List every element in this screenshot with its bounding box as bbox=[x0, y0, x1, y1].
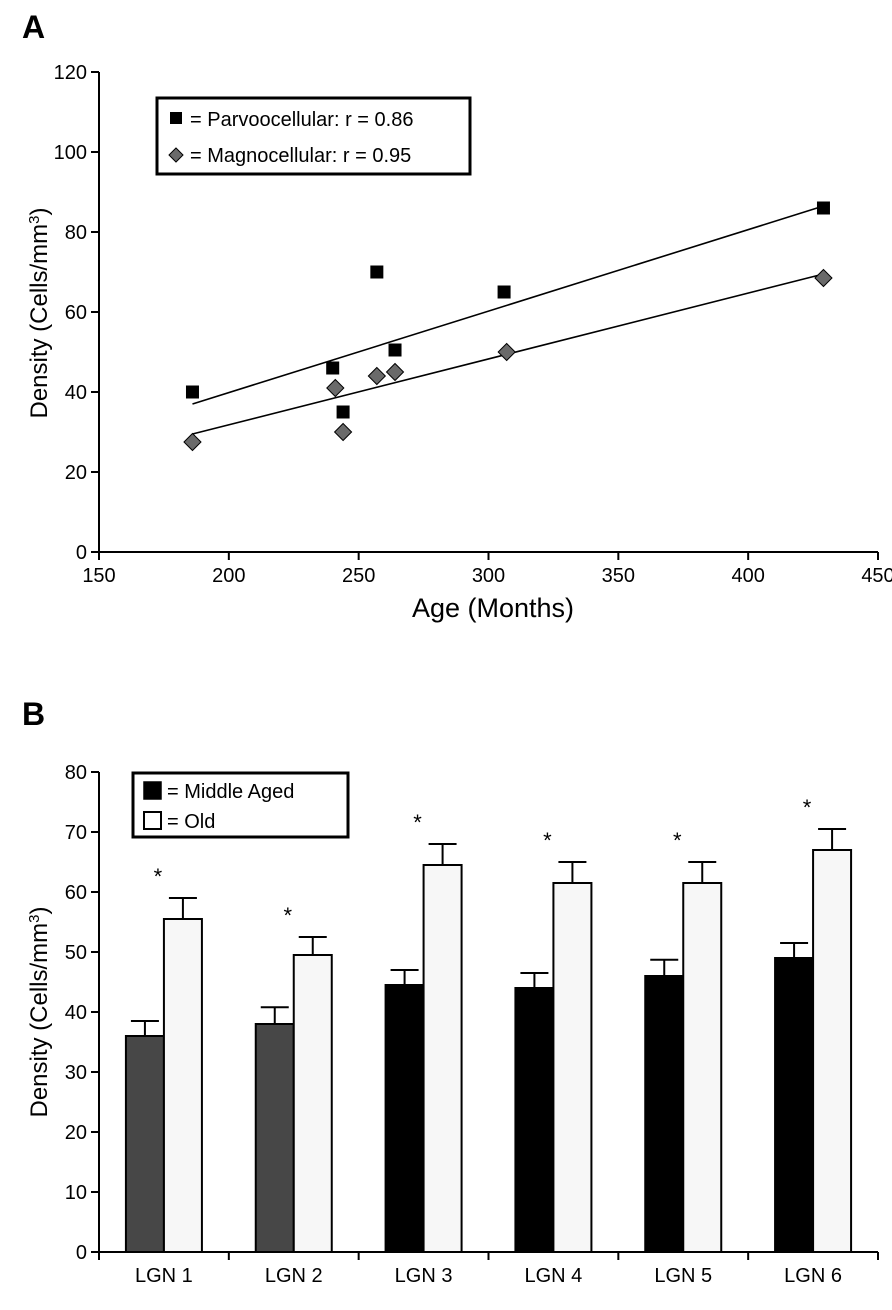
panel-b-category-label: LGN 6 bbox=[784, 1265, 842, 1287]
panel-a-y-axis-label-main: Density (Cells/mm bbox=[26, 224, 53, 419]
panel-b-y-axis-label-main: Density (Cells/mm bbox=[26, 923, 53, 1118]
magnocellular-point bbox=[385, 362, 405, 382]
panel-b-y-tick-label: 50 bbox=[65, 942, 87, 964]
panel-a-y-tick-label: 40 bbox=[65, 382, 87, 404]
panel-b-category-label: LGN 4 bbox=[525, 1265, 583, 1287]
panel-b-axes bbox=[98, 772, 878, 1253]
middle-aged-bar bbox=[774, 957, 815, 1253]
panel-a-x-tick-label: 300 bbox=[472, 565, 505, 587]
panel-b-legend: = Middle Aged = Old bbox=[131, 771, 350, 839]
panel-a-legend-box bbox=[155, 96, 472, 176]
panel-a-label: A bbox=[22, 9, 45, 45]
magnocellular-legend-label: = Magnocellular: r = 0.95 bbox=[190, 145, 411, 167]
magnocellular-point bbox=[183, 432, 202, 452]
significance-asterisk: * bbox=[154, 864, 163, 889]
magnocellular-point bbox=[367, 366, 387, 386]
panel-a-x-axis-label: Age (Months) bbox=[412, 593, 574, 623]
panel-a-x-tick-label: 200 bbox=[212, 565, 245, 587]
magnocellular-point bbox=[326, 378, 345, 398]
panel-a-x-tick-label: 150 bbox=[82, 565, 115, 587]
middle-aged-bar bbox=[644, 975, 685, 1253]
panel-b-category-label: LGN 3 bbox=[395, 1265, 453, 1287]
panel-a-points bbox=[183, 201, 833, 452]
panel-a-y-tick-label: 100 bbox=[54, 142, 87, 164]
panel-a-scatter-chart: A 0 20 40 60 80 100 120 150 200 250 300 350 400 450 A… bbox=[22, 9, 892, 623]
panel-b-category-label: LGN 1 bbox=[135, 1265, 193, 1287]
old-legend-swatch bbox=[143, 811, 162, 830]
panel-b-y-axis-label-sup: 3 bbox=[26, 914, 43, 922]
parvocellular-point bbox=[336, 405, 350, 419]
panel-b-y-tick-label: 80 bbox=[65, 762, 87, 784]
magnocellular-point bbox=[333, 422, 353, 442]
significance-asterisk: * bbox=[283, 903, 292, 928]
panel-b-y-tick-label: 10 bbox=[65, 1182, 87, 1204]
panel-b-y-tick-label: 40 bbox=[65, 1002, 87, 1024]
old-bar bbox=[812, 849, 853, 1253]
magnocellular-legend-marker bbox=[168, 147, 184, 163]
old-bar bbox=[422, 864, 463, 1253]
panel-b-y-tick-label: 0 bbox=[76, 1242, 87, 1264]
panel-a-y-axis-label-sup: 3 bbox=[26, 215, 43, 223]
old-bar bbox=[682, 882, 723, 1253]
panel-b-y-axis-label-close: ) bbox=[26, 906, 53, 914]
panel-a-trendlines bbox=[192, 205, 824, 435]
parvocellular-point bbox=[816, 201, 830, 215]
parvocellular-point bbox=[185, 385, 199, 399]
old-bar bbox=[162, 918, 203, 1253]
old-bar bbox=[292, 954, 333, 1253]
panel-a-y-axis-label: Density (Cells/mm3) bbox=[26, 207, 54, 418]
panel-a-y-tick-label: 80 bbox=[65, 222, 87, 244]
middle-aged-legend-swatch bbox=[143, 781, 162, 800]
middle-aged-bar bbox=[514, 987, 555, 1253]
parvocellular-legend-marker bbox=[170, 112, 182, 124]
panel-a-y-tick-label: 20 bbox=[65, 462, 87, 484]
old-bar bbox=[552, 882, 593, 1253]
panel-a-x-tick-label: 400 bbox=[731, 565, 764, 587]
middle-aged-bar bbox=[124, 1035, 165, 1253]
panel-a-legend: = Parvoocellular: r = 0.86 = Magnocellul… bbox=[155, 96, 472, 176]
parvocellular-point bbox=[388, 343, 402, 357]
panel-a-x-tick-label: 250 bbox=[342, 565, 375, 587]
panel-b-category-label: LGN 2 bbox=[265, 1265, 323, 1287]
middle-aged-legend-label: = Middle Aged bbox=[167, 781, 294, 803]
panel-b-bar-chart: B 0 10 20 30 40 50 60 70 80 LGN 1 LGN 2 LGN 3 LGN 4 L… bbox=[22, 696, 879, 1287]
significance-asterisk: * bbox=[413, 810, 422, 835]
panel-a-y-axis-label-close: ) bbox=[26, 207, 53, 215]
panel-a-y-tick-label: 60 bbox=[65, 302, 87, 324]
magnocellular-point bbox=[814, 268, 833, 288]
panel-b-y-tick-label: 60 bbox=[65, 882, 87, 904]
middle-aged-bar bbox=[254, 1023, 295, 1253]
panel-a-y-tick-label: 0 bbox=[76, 542, 87, 564]
significance-asterisk: * bbox=[673, 828, 682, 853]
panel-b-bars: * * * * * * bbox=[124, 795, 853, 1253]
panel-b-category-label: LGN 5 bbox=[654, 1265, 712, 1287]
panel-b-y-tick-label: 70 bbox=[65, 822, 87, 844]
panel-b-y-axis-label: Density (Cells/mm3) bbox=[26, 906, 54, 1117]
middle-aged-bar bbox=[384, 984, 425, 1253]
panel-a-x-tick-label: 350 bbox=[602, 565, 635, 587]
panel-b-label: B bbox=[22, 696, 45, 732]
significance-asterisk: * bbox=[543, 828, 552, 853]
parvocellular-legend-label: = Parvoocellular: r = 0.86 bbox=[190, 109, 413, 131]
panel-b-legend-box bbox=[131, 771, 350, 839]
panel-a-ticks: 0 20 40 60 80 100 120 150 200 250 300 350 400 450 bbox=[54, 62, 892, 587]
parvocellular-point bbox=[497, 285, 511, 299]
panel-a-x-tick-label: 450 bbox=[861, 565, 892, 587]
parvocellular-point bbox=[326, 361, 340, 375]
old-legend-label: = Old bbox=[167, 811, 215, 833]
panel-a-y-tick-label: 120 bbox=[54, 62, 87, 84]
significance-asterisk: * bbox=[803, 795, 812, 820]
magnocellular-point bbox=[497, 342, 516, 362]
panel-b-y-tick-label: 30 bbox=[65, 1062, 87, 1084]
parvocellular-point bbox=[370, 265, 384, 279]
panel-b-ticks: 0 10 20 30 40 50 60 70 80 LGN 1 LGN 2 LGN 3 LGN 4 LGN… bbox=[65, 762, 879, 1287]
panel-b-y-tick-label: 20 bbox=[65, 1122, 87, 1144]
parvocellular-trendline bbox=[192, 205, 824, 405]
